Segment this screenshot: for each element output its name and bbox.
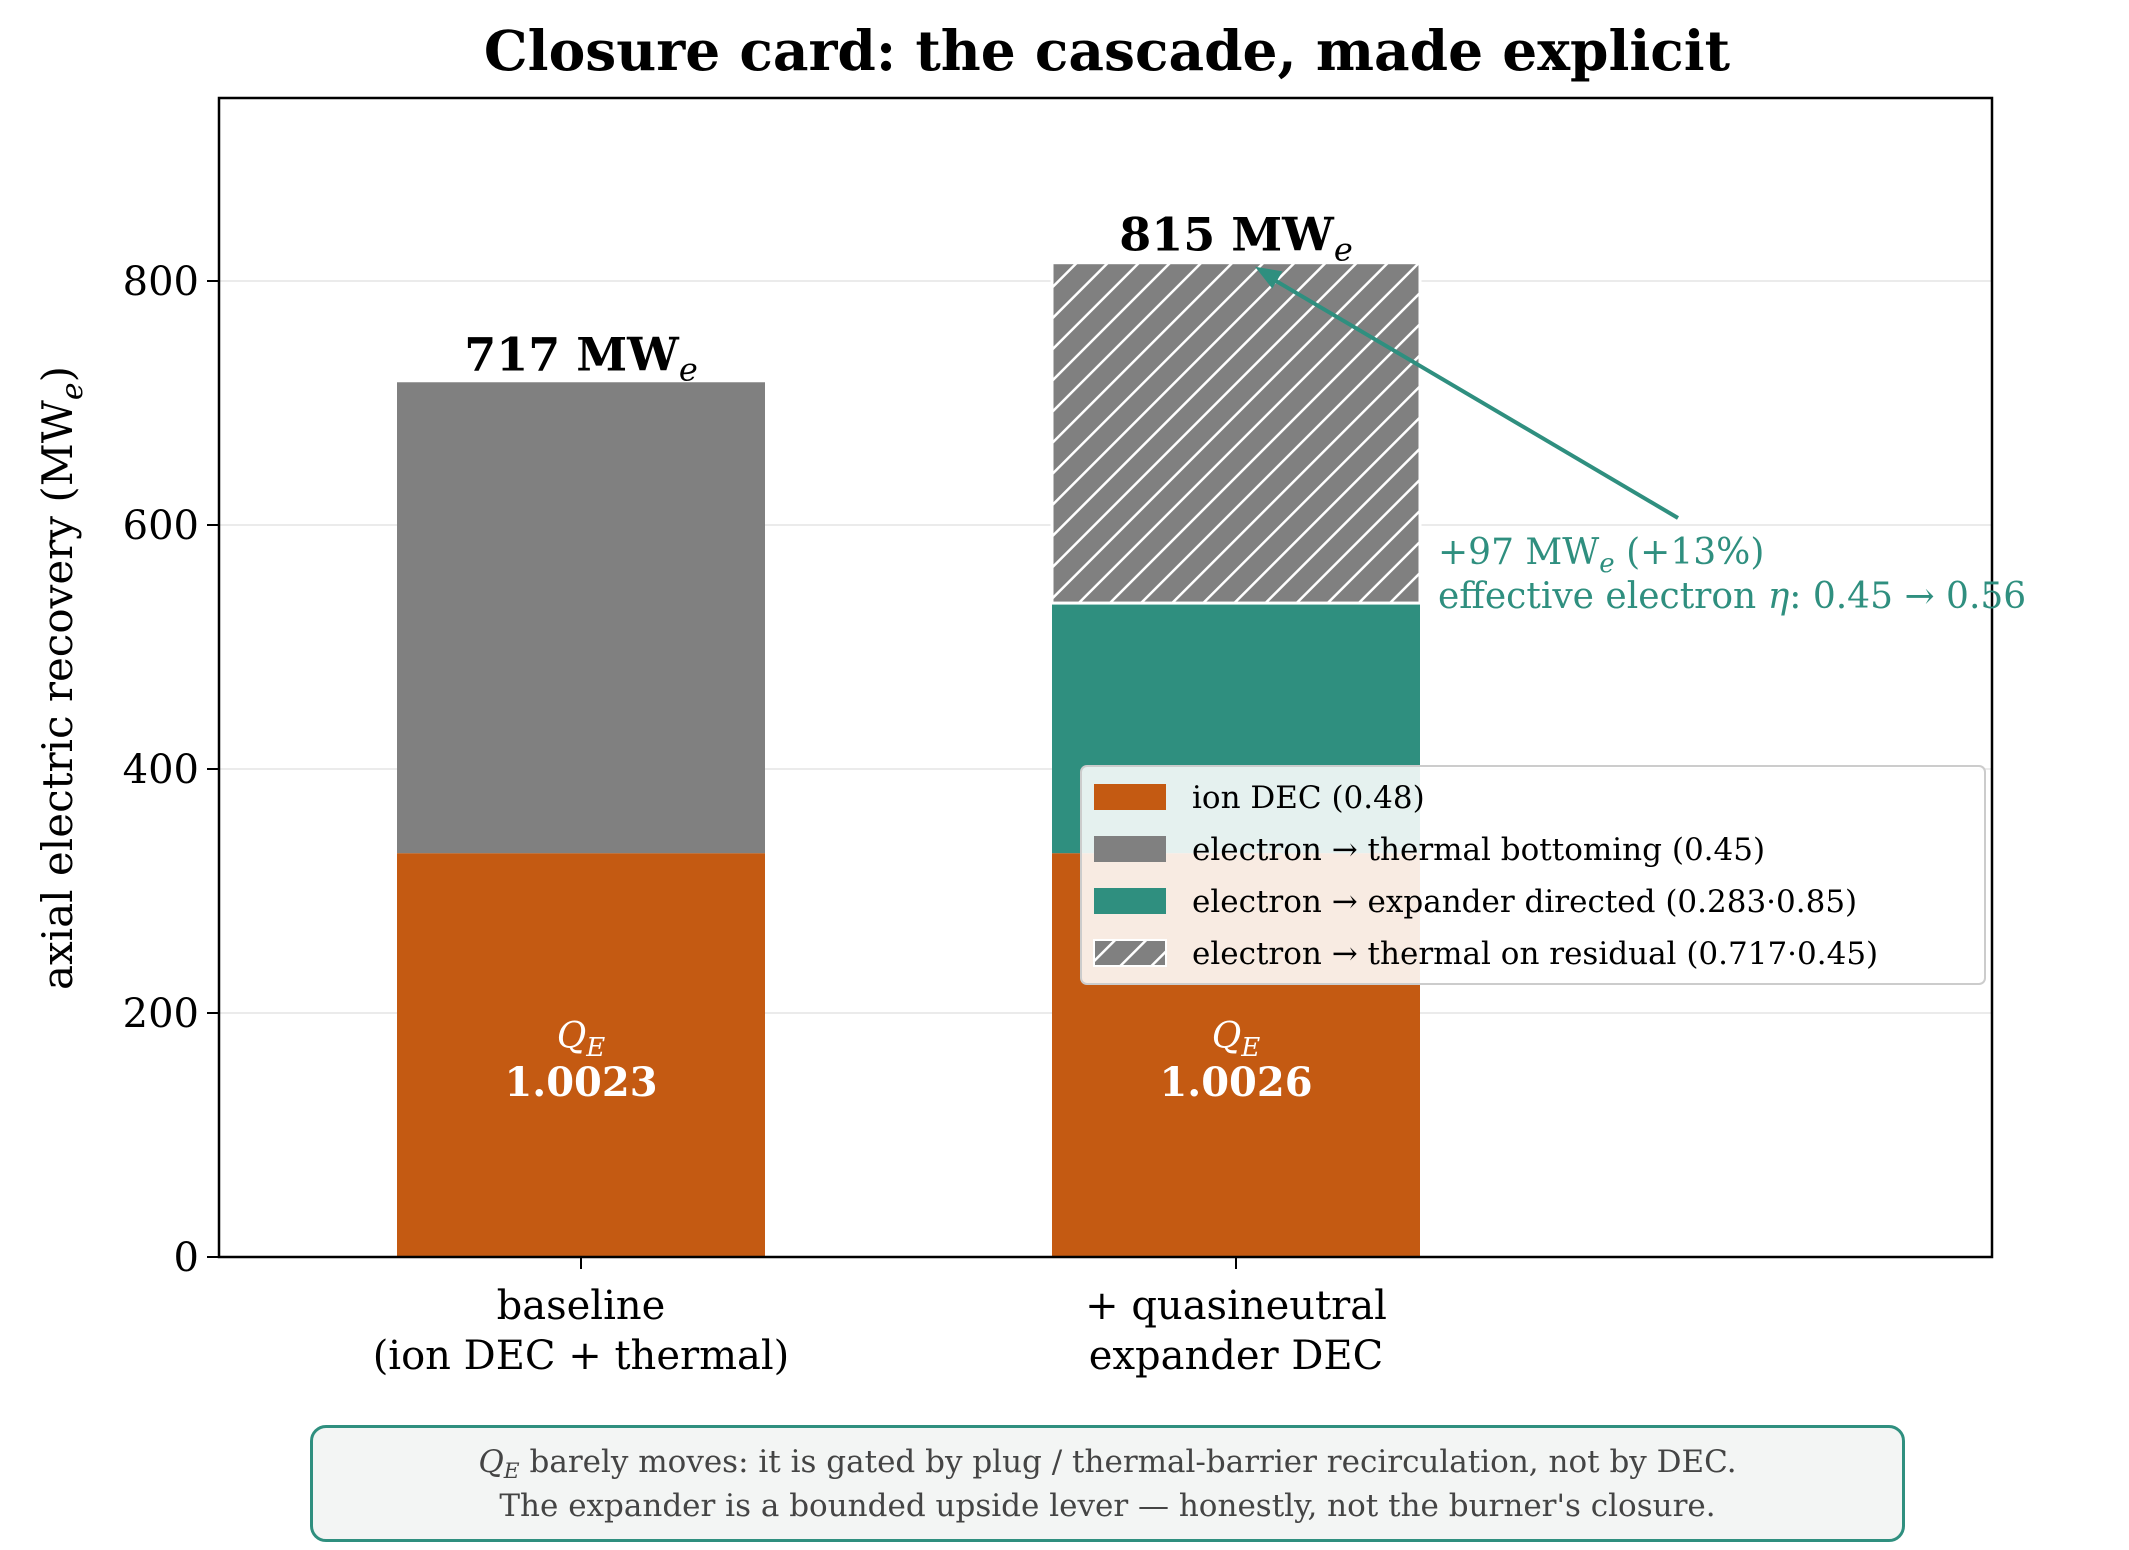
x-tick-label-line: expander DEC [1089, 1333, 1383, 1379]
legend-label: electron → thermal on residual (0.717·0.… [1192, 936, 1878, 972]
annotation-gain: +97 MW [1438, 532, 1599, 573]
bar-segment [397, 382, 765, 854]
legend-label: electron → expander directed (0.283·0.85… [1192, 884, 1857, 920]
legend-label: electron → thermal bottoming (0.45) [1192, 832, 1765, 868]
y-tick-label: 800 [123, 259, 199, 305]
x-tick-label-line: baseline [497, 1283, 666, 1329]
legend-swatch [1094, 784, 1166, 810]
bar-total-unit-sub: e [679, 350, 698, 388]
legend-swatch [1093, 939, 1167, 967]
legend-box [1080, 765, 1986, 985]
footnote-line-2: The expander is a bounded upside lever —… [499, 1487, 1716, 1524]
bar-total-label: 815 MWe [1119, 208, 1353, 269]
bar-total-unit-sub: e [1334, 231, 1353, 269]
legend: ion DEC (0.48) electron → thermal bottomi… [1080, 765, 1986, 985]
footnote-symbol: Q [478, 1443, 504, 1480]
qe-symbol-letter: Q [1212, 1016, 1242, 1057]
bar-total-label: 717 MWe [464, 327, 698, 388]
annotation-eta-prefix: effective electron [1438, 576, 1768, 617]
annotation-arrow-line [1265, 273, 1680, 520]
qe-value: 1.0023 [504, 1059, 657, 1106]
y-axis-label: axial electric recovery (MWe) [33, 366, 90, 990]
footnote-box: QE barely moves: it is gated by plug / t… [310, 1425, 1905, 1542]
x-tick-label: + quasineutral expander DEC [1085, 1283, 1387, 1379]
annotation-arrow-head [1255, 266, 1283, 289]
footnote-line-1-text: barely moves: it is gated by plug / ther… [519, 1443, 1737, 1480]
footnote-line-1: QE barely moves: it is gated by plug / t… [478, 1440, 1736, 1484]
chart-title: Closure card: the cascade, made explicit [484, 18, 1731, 83]
gain-annotation: +97 MWe (+13%)effective electron η: 0.45… [1255, 266, 2026, 617]
qe-symbol-letter: Q [557, 1016, 587, 1057]
plot-frame [217, 96, 1994, 1259]
annotation-eta-values: : 0.45 → 0.56 [1789, 576, 2026, 617]
bar-total-value: 815 MW [1119, 208, 1335, 262]
qe-value: 1.0026 [1159, 1059, 1312, 1106]
bar-segment [397, 853, 765, 1257]
qe-symbol-sub: E [1240, 1033, 1260, 1063]
x-tick-label-line: (ion DEC + thermal) [373, 1333, 790, 1379]
bar-segment [1050, 261, 1422, 605]
x-tick-label-line: + quasineutral [1085, 1283, 1387, 1329]
annotation-gain-sub: e [1599, 549, 1614, 579]
x-tick-label: baseline (ion DEC + thermal) [373, 1283, 790, 1379]
legend-swatch [1094, 888, 1166, 914]
bar-total-value: 717 MW [464, 327, 680, 381]
bars [397, 261, 1422, 1257]
y-tick-label: 200 [123, 991, 199, 1037]
y-tick-label: 600 [123, 503, 199, 549]
annotation-eta-symbol: η [1768, 576, 1790, 617]
x-axis-ticks: baseline (ion DEC + thermal) + quasineutra… [373, 1257, 1387, 1379]
qe-symbol: QE [1212, 1016, 1261, 1063]
y-tick-label: 400 [123, 747, 199, 793]
qe-symbol-sub: E [585, 1033, 605, 1063]
y-tick-label: 0 [174, 1235, 199, 1281]
qe-symbol: QE [557, 1016, 606, 1063]
annotation-gain-pct: (+13%) [1615, 532, 1765, 573]
annotation-line-2: effective electron η: 0.45 → 0.56 [1438, 576, 2026, 617]
y-axis-ticks: 0 200 400 600 800 [123, 259, 219, 1281]
footnote-symbol-sub: E [503, 1458, 520, 1484]
legend-label: ion DEC (0.48) [1192, 780, 1425, 816]
annotation-line-1: +97 MWe (+13%) [1438, 532, 1764, 579]
legend-swatch [1094, 836, 1166, 862]
